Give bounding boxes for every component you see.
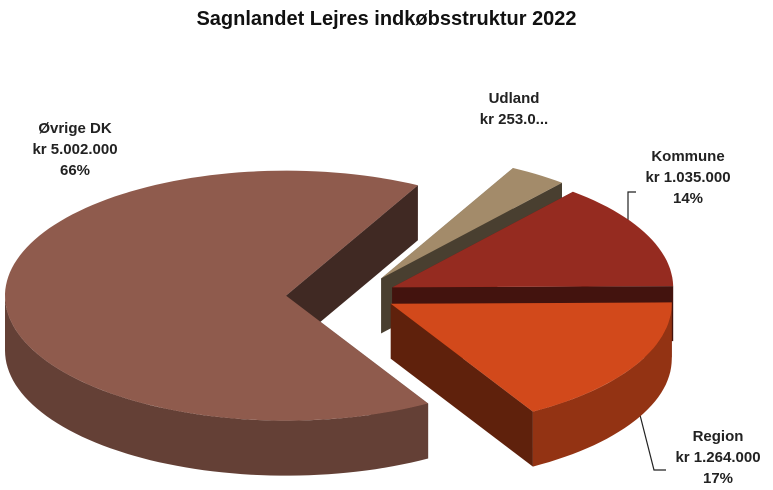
value-label: kr 1.035.000 xyxy=(645,169,731,186)
slice-wall xyxy=(286,185,418,351)
slice-wall xyxy=(390,303,533,467)
category-label: Region xyxy=(692,428,744,445)
slice xyxy=(392,191,674,288)
category-label: Øvrige DK xyxy=(38,120,112,137)
slice-label: Kommune kr 1.035.000 14% xyxy=(626,146,750,209)
chart-title: Sagnlandet Lejres indkøbsstruktur 2022 xyxy=(196,8,577,30)
slice xyxy=(381,168,562,279)
percent-label: 17% xyxy=(702,470,734,487)
slice-side xyxy=(532,303,672,467)
slice xyxy=(390,302,672,412)
percent-label: 14% xyxy=(672,190,704,207)
slice-label: Region kr 1.264.000 17% xyxy=(656,426,773,489)
percent-label: 66% xyxy=(59,162,91,179)
slice xyxy=(5,170,429,421)
value-label: kr 253.0... xyxy=(479,111,549,128)
value-label: kr 5.002.000 xyxy=(32,141,118,158)
slice-label: Øvrige DK kr 5.002.000 66% xyxy=(10,118,140,181)
category-label: Kommune xyxy=(651,148,725,165)
slice-label: Udland kr 253.0... xyxy=(474,88,554,130)
slice-side xyxy=(5,295,429,476)
leader-line xyxy=(639,414,666,471)
leader-line xyxy=(627,191,636,225)
category-label: Udland xyxy=(488,90,540,107)
value-label: kr 1.264.000 xyxy=(675,449,761,466)
